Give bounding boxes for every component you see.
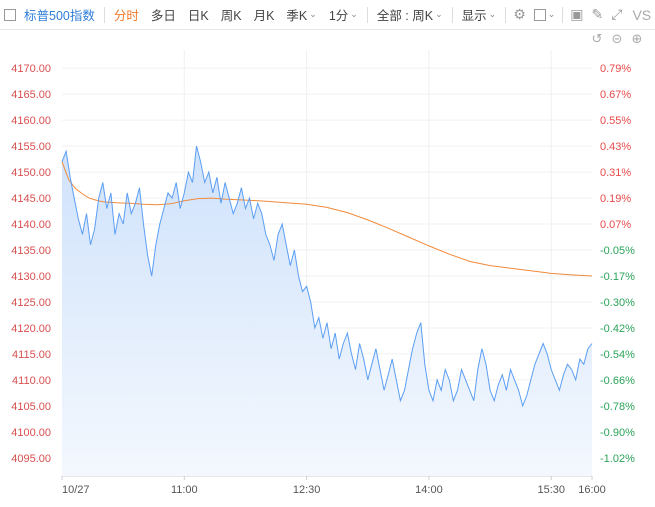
y-tick-label-left: 4160.00 bbox=[11, 115, 51, 127]
y-tick-label-right: -0.05% bbox=[600, 245, 635, 257]
reset-icon[interactable]: ↺ bbox=[591, 31, 603, 46]
y-tick-label-right: -0.90% bbox=[600, 427, 635, 439]
tab-weekly-k[interactable]: 周K bbox=[220, 9, 242, 23]
y-axis-left: 4170.00 4165.00 4160.00 4155.00 4150.00 4145.… bbox=[11, 63, 51, 465]
scope-label: 全部 : 周K bbox=[376, 9, 434, 23]
divider bbox=[451, 6, 453, 23]
y-tick-label-right: -0.78% bbox=[600, 401, 635, 413]
y-tick-label-right: -1.02% bbox=[600, 453, 635, 465]
y-axis-right: 0.79% 0.67% 0.55% 0.43% 0.31% 0.19% 0.07% -0.05… bbox=[600, 63, 635, 465]
settings-icon[interactable]: ⚙ bbox=[513, 6, 526, 22]
x-tick-label: 10/27 bbox=[62, 484, 90, 496]
display-select[interactable]: 显示 ⌄ bbox=[456, 5, 503, 24]
y-tick-label-left: 4120.00 bbox=[11, 323, 51, 335]
y-tick-label-left: 4150.00 bbox=[11, 167, 51, 179]
zoom-in-icon[interactable]: ⊕ bbox=[631, 31, 643, 46]
chevron-down-icon: ⌄ bbox=[435, 9, 443, 19]
divider bbox=[505, 6, 507, 23]
chevron-down-icon: ⌄ bbox=[350, 9, 358, 19]
divider bbox=[366, 6, 368, 23]
divider bbox=[562, 6, 564, 23]
interval-label: 1分 bbox=[328, 9, 349, 23]
y-tick-label-right: 0.79% bbox=[600, 63, 631, 75]
y-tick-label-right: -0.30% bbox=[600, 297, 635, 309]
y-tick-label-right: 0.43% bbox=[600, 141, 631, 153]
series-line-price bbox=[61, 145, 593, 408]
y-tick-label-right: -0.17% bbox=[600, 271, 635, 283]
y-tick-label-left: 4125.00 bbox=[11, 297, 51, 309]
compare-vs-button[interactable]: VS bbox=[632, 6, 652, 23]
x-tick-label: 12:30 bbox=[293, 484, 321, 496]
chart-toolbar: 标普500指数 分时 多日 日K 周K 月K 季K ⌄ 1分 ⌄ 全部 : 周K ⌄ … bbox=[0, 0, 655, 30]
y-tick-label-left: 4170.00 bbox=[11, 63, 51, 75]
chevron-down-icon: ⌄ bbox=[547, 9, 556, 19]
x-axis: 10/27 11:00 12:30 14:00 15:30 16:00 bbox=[61, 476, 606, 496]
y-tick-label-right: 0.07% bbox=[600, 219, 631, 231]
tab-intraday[interactable]: 分时 bbox=[113, 9, 139, 23]
x-tick-label: 11:00 bbox=[171, 484, 198, 496]
y-tick-label-left: 4105.00 bbox=[11, 401, 51, 413]
camera-icon[interactable]: ▣ bbox=[570, 6, 584, 22]
zoom-out-icon[interactable]: ⊝ bbox=[611, 31, 623, 46]
tab-daily-k[interactable]: 日K bbox=[187, 9, 209, 23]
y-tick-label-right: 0.19% bbox=[600, 193, 631, 205]
y-tick-label-right: -0.66% bbox=[600, 375, 635, 387]
fullscreen-icon[interactable]: ⤢ bbox=[611, 6, 623, 22]
display-label: 显示 bbox=[461, 9, 487, 23]
y-tick-label-left: 4140.00 bbox=[11, 219, 51, 231]
y-tick-label-left: 4165.00 bbox=[11, 89, 51, 101]
y-tick-label-right: 0.67% bbox=[600, 89, 631, 101]
y-tick-label-left: 4135.00 bbox=[11, 245, 51, 257]
tab-quarterly-k-label: 季K bbox=[286, 9, 308, 23]
price-area bbox=[62, 146, 592, 476]
chevron-down-icon: ⌄ bbox=[488, 9, 497, 19]
x-tick-label: 16:00 bbox=[578, 484, 606, 496]
interval-select[interactable]: 1分 ⌄ bbox=[323, 5, 364, 24]
pencil-icon[interactable]: ✎ bbox=[591, 6, 604, 22]
y-tick-label-left: 4115.00 bbox=[12, 349, 51, 361]
compare-box-icon[interactable]: ⌄ bbox=[530, 8, 560, 21]
y-tick-label-left: 4100.00 bbox=[11, 427, 51, 439]
tab-multiday[interactable]: 多日 bbox=[150, 9, 176, 23]
index-title[interactable]: 标普500指数 bbox=[24, 9, 95, 23]
chart-zoom-controls: ↺ ⊝ ⊕ bbox=[589, 31, 645, 47]
y-tick-label-left: 4155.00 bbox=[11, 141, 51, 153]
y-tick-label-right: -0.42% bbox=[600, 323, 635, 335]
series-line-average bbox=[61, 161, 593, 277]
x-tick-label: 15:30 bbox=[537, 484, 565, 496]
sidebar-toggle-icon[interactable] bbox=[0, 8, 20, 21]
tab-quarterly-k[interactable]: 季K ⌄ bbox=[280, 5, 322, 24]
y-tick-label-left: 4110.00 bbox=[12, 375, 51, 387]
tab-monthly-k[interactable]: 月K bbox=[253, 9, 275, 23]
y-tick-label-left: 4145.00 bbox=[11, 193, 51, 205]
y-tick-label-left: 4130.00 bbox=[11, 271, 51, 283]
y-tick-label-left: 4095.00 bbox=[11, 453, 51, 465]
y-tick-label-right: -0.54% bbox=[600, 349, 635, 361]
scope-select[interactable]: 全部 : 周K ⌄ bbox=[371, 5, 449, 24]
x-tick-label: 14:00 bbox=[415, 484, 443, 496]
chevron-down-icon: ⌄ bbox=[309, 9, 317, 19]
divider bbox=[103, 6, 105, 23]
y-tick-label-right: 0.31% bbox=[600, 167, 631, 179]
y-tick-label-right: 0.55% bbox=[600, 115, 631, 127]
